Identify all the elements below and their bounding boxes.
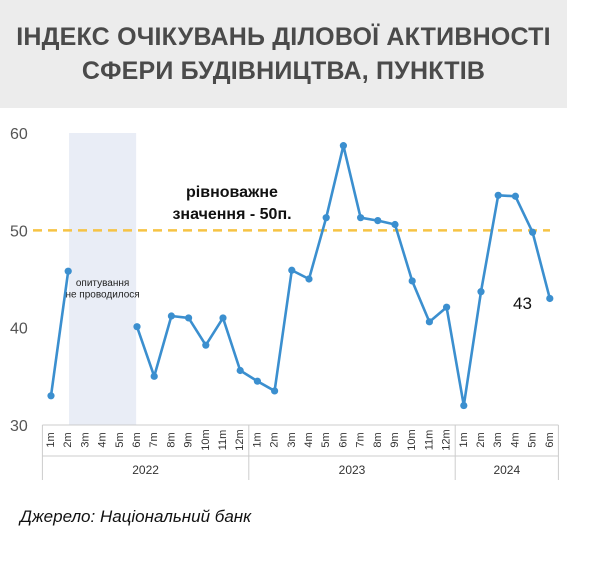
year-label: 2022: [132, 463, 159, 477]
x-tick-label: 5m: [114, 432, 126, 447]
year-label: 2023: [339, 463, 366, 477]
data-point: [425, 318, 433, 326]
x-tick-label: 3m: [492, 432, 504, 447]
y-tick-label: 40: [10, 321, 28, 338]
data-point: [185, 314, 193, 322]
x-tick-label: 12m: [441, 429, 453, 450]
x-tick-label: 2m: [475, 432, 487, 447]
x-tick-label: 2m: [269, 432, 281, 447]
data-point: [64, 267, 72, 275]
x-tick-label: 5m: [320, 432, 332, 447]
x-tick-label: 7m: [355, 432, 367, 447]
x-tick-label: 4m: [97, 432, 109, 447]
data-point: [511, 192, 519, 200]
data-point: [219, 314, 227, 322]
data-point: [460, 401, 468, 410]
y-tick-label: 60: [10, 126, 28, 143]
x-tick-label: 10m: [200, 429, 212, 450]
x-tick-label: 9m: [183, 432, 195, 447]
x-tick-label: 3m: [286, 432, 298, 447]
chart-title-line-2: СФЕРИ БУДІВНИЦТВА, ПУНКТІВ: [81, 57, 486, 85]
x-tick-label: 6m: [131, 432, 143, 447]
chart-title-line-1: ІНДЕКС ОЧІКУВАНЬ ДІЛОВОЇ АКТИВНОСТІ: [16, 23, 551, 51]
data-point: [236, 366, 244, 375]
series-line: [49, 271, 70, 396]
chart-title: ІНДЕКС ОЧІКУВАНЬ ДІЛОВОЇ АКТИВНОСТІ СФЕР…: [0, 0, 567, 108]
data-point: [202, 341, 210, 349]
x-tick-label: 1m: [458, 432, 470, 447]
x-tick-label: 3m: [79, 432, 91, 447]
survey-gap-note-line-1: опитування: [76, 278, 129, 289]
data-point: [529, 228, 537, 236]
x-tick-label: 8m: [165, 432, 177, 447]
x-tick-label: 10m: [406, 429, 418, 450]
x-tick-label: 11m: [217, 430, 229, 451]
data-point: [150, 372, 158, 380]
data-point: [305, 275, 313, 283]
source-note: Джерело: Національний банк: [20, 507, 252, 526]
y-tick-label: 50: [10, 223, 28, 240]
reference-label-line-1: рівноважне: [186, 184, 278, 201]
data-point: [546, 294, 554, 303]
year-label: 2024: [493, 463, 520, 477]
data-point: [494, 191, 502, 199]
survey-gap-note-line-2: не проводилося: [65, 289, 139, 300]
x-tick-label: 6m: [544, 432, 556, 447]
data-point: [133, 323, 141, 331]
data-point: [47, 392, 55, 400]
x-tick-label: 1m: [251, 432, 263, 447]
x-tick-label: 11m: [423, 430, 435, 451]
data-point: [443, 303, 451, 311]
data-point: [339, 142, 347, 150]
data-point: [408, 277, 416, 285]
x-tick-label: 8m: [372, 432, 384, 447]
x-tick-label: 5m: [527, 432, 539, 447]
x-tick-label: 4m: [303, 432, 315, 447]
x-tick-label: 1m: [45, 432, 57, 447]
survey-gap-shade: [69, 133, 137, 425]
data-point: [288, 266, 296, 274]
data-point: [477, 288, 485, 296]
x-tick-label: 12m: [234, 429, 246, 450]
data-point: [374, 217, 382, 225]
x-tick-label: 4m: [509, 432, 521, 447]
x-tick-label: 2m: [62, 432, 74, 447]
x-tick-label: 9m: [389, 432, 401, 447]
data-point: [357, 214, 365, 222]
data-point: [391, 220, 399, 229]
x-tick-label: 7m: [148, 432, 160, 447]
data-point: [253, 377, 261, 385]
data-point: [322, 214, 330, 222]
reference-label-line-2: значення - 50п.: [172, 206, 291, 223]
last-value-label: 43: [513, 294, 532, 313]
y-tick-label: 30: [10, 418, 28, 435]
x-tick-label: 6m: [337, 432, 349, 447]
data-point: [167, 312, 175, 320]
data-point: [271, 387, 279, 395]
